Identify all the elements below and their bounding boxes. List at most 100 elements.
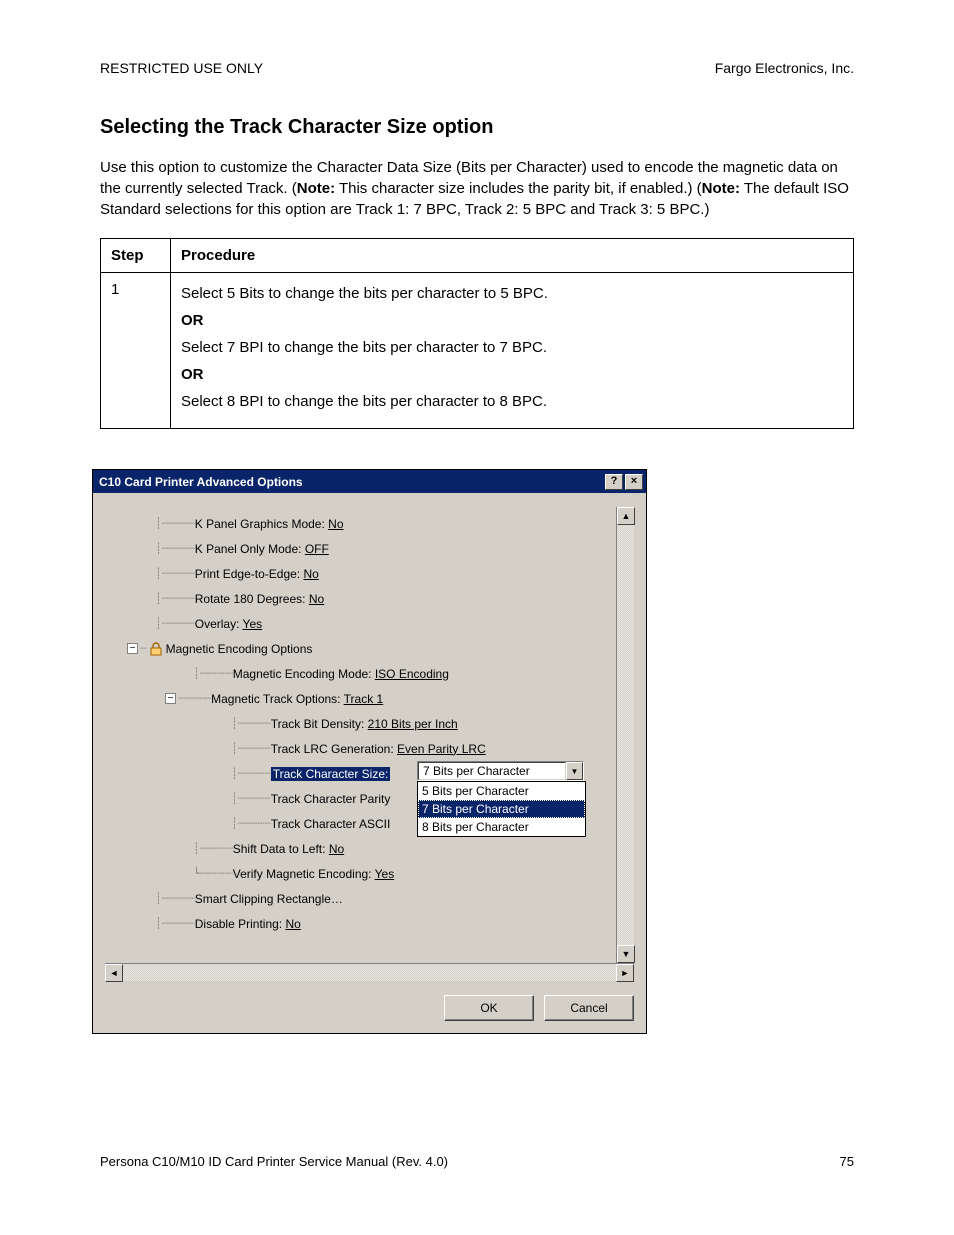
tree-connector: ┊┈┈┈┈┈ (105, 517, 195, 530)
tree-item-overlay[interactable]: ┊┈┈┈┈┈ Overlay: Yes (105, 611, 616, 636)
tree-label: Smart Clipping Rectangle… (195, 892, 343, 906)
character-size-dropdown: 5 Bits per Character 7 Bits per Characte… (417, 781, 586, 837)
horizontal-scrollbar[interactable]: ◄ ► (105, 963, 634, 981)
footer-left: Persona C10/M10 ID Card Printer Service … (100, 1154, 448, 1169)
dropdown-option-7bits[interactable]: 7 Bits per Character (418, 800, 585, 818)
tree-label: Track LRC Generation: Even Parity LRC (271, 742, 486, 756)
help-button[interactable]: ? (605, 474, 623, 490)
close-icon: × (631, 476, 637, 487)
tree-connector: └┈┈┈┈┈ (105, 867, 233, 880)
advanced-options-dialog: C10 Card Printer Advanced Options ? × ┊┈… (92, 469, 647, 1034)
tree-item-k-panel-graphics[interactable]: ┊┈┈┈┈┈ K Panel Graphics Mode: No (105, 511, 616, 536)
tree-connector: ┊┈┈┈┈┈ (105, 542, 195, 555)
or-2: OR (181, 366, 843, 383)
tree-item-print-edge[interactable]: ┊┈┈┈┈┈ Print Edge-to-Edge: No (105, 561, 616, 586)
tree-item-magnetic-encoding-mode[interactable]: ┊┈┈┈┈┈ Magnetic Encoding Mode: ISO Encod… (105, 661, 616, 686)
tree-label: Overlay: Yes (195, 617, 262, 631)
note1-text: This character size includes the parity … (335, 180, 702, 197)
tree-label: Shift Data to Left: No (233, 842, 344, 856)
procedure-cell: Select 5 Bits to change the bits per cha… (171, 273, 854, 429)
tree-label: K Panel Only Mode: OFF (195, 542, 329, 556)
proc-line-3: Select 8 BPI to change the bits per char… (181, 393, 843, 410)
tree-label: Rotate 180 Degrees: No (195, 592, 324, 606)
tree-connector: ┊┈┈┈┈┈ (105, 667, 233, 680)
dropdown-option-5bits[interactable]: 5 Bits per Character (418, 782, 585, 800)
chevron-down-icon[interactable]: ▼ (566, 762, 583, 780)
intro-paragraph: Use this option to customize the Charact… (100, 157, 854, 220)
doc-header: RESTRICTED USE ONLY Fargo Electronics, I… (100, 60, 854, 76)
col-procedure: Procedure (171, 239, 854, 273)
header-right: Fargo Electronics, Inc. (715, 60, 854, 76)
scroll-up-icon[interactable]: ▲ (617, 507, 635, 525)
lock-icon (149, 641, 164, 656)
tree-item-disable-printing[interactable]: ┊┈┈┈┈┈ Disable Printing: No (105, 911, 616, 936)
tree-connector: ┊┈┈┈┈┈ (105, 817, 271, 830)
tree-connector: ┈┈┈┈┈ (178, 692, 211, 705)
titlebar[interactable]: C10 Card Printer Advanced Options ? × (93, 470, 646, 493)
dialog-body: ┊┈┈┈┈┈ K Panel Graphics Mode: No ┊┈┈┈┈┈ … (93, 493, 646, 1033)
page-number: 75 (840, 1154, 854, 1169)
tree-connector: ┊┈┈┈┈┈ (105, 717, 271, 730)
tree-item-magnetic-encoding-options[interactable]: − ┈ Magnetic Encoding Options (105, 636, 616, 661)
procedure-table: Step Procedure 1 Select 5 Bits to change… (100, 238, 854, 429)
tree-item-shift-data-left[interactable]: ┊┈┈┈┈┈ Shift Data to Left: No (105, 836, 616, 861)
header-left: RESTRICTED USE ONLY (100, 60, 263, 76)
proc-line-2: Select 7 BPI to change the bits per char… (181, 339, 843, 356)
tree-connector: ┊┈┈┈┈┈ (105, 567, 195, 580)
tree-item-rotate-180[interactable]: ┊┈┈┈┈┈ Rotate 180 Degrees: No (105, 586, 616, 611)
tree-label: Track Character Parity (271, 792, 391, 806)
tree-label: Disable Printing: No (195, 917, 301, 931)
table-row: 1 Select 5 Bits to change the bits per c… (101, 273, 854, 429)
section-title: Selecting the Track Character Size optio… (100, 116, 854, 139)
tree-connector: ┊┈┈┈┈┈ (105, 792, 271, 805)
tree-connector: ┊┈┈┈┈┈ (105, 742, 271, 755)
tree-item-smart-clipping[interactable]: ┊┈┈┈┈┈ Smart Clipping Rectangle… (105, 886, 616, 911)
tree-item-k-panel-only[interactable]: ┊┈┈┈┈┈ K Panel Only Mode: OFF (105, 536, 616, 561)
scroll-right-icon[interactable]: ► (616, 964, 634, 982)
expander-minus-icon[interactable]: − (165, 693, 176, 704)
cancel-button[interactable]: Cancel (544, 995, 634, 1021)
expander-minus-icon[interactable]: − (127, 643, 138, 654)
proc-line-1: Select 5 Bits to change the bits per cha… (181, 285, 843, 302)
tree-connector: ┊┈┈┈┈┈ (105, 892, 195, 905)
tree-label: Magnetic Encoding Options (166, 642, 313, 656)
tree-item-track-bit-density[interactable]: ┊┈┈┈┈┈ Track Bit Density: 210 Bits per I… (105, 711, 616, 736)
tree-label: Magnetic Encoding Mode: ISO Encoding (233, 667, 449, 681)
ok-button[interactable]: OK (444, 995, 534, 1021)
page-footer: Persona C10/M10 ID Card Printer Service … (100, 1154, 854, 1169)
tree-label: Track Bit Density: 210 Bits per Inch (271, 717, 458, 731)
or-1: OR (181, 312, 843, 329)
help-icon: ? (611, 476, 618, 487)
note2-label: Note: (702, 180, 740, 197)
dropdown-option-8bits[interactable]: 8 Bits per Character (418, 818, 585, 836)
scroll-track[interactable] (123, 964, 616, 981)
scroll-left-icon[interactable]: ◄ (105, 964, 123, 982)
vertical-scrollbar[interactable]: ▲ ▼ (616, 507, 634, 963)
tree-item-magnetic-track-options[interactable]: − ┈┈┈┈┈ Magnetic Track Options: Track 1 (105, 686, 616, 711)
dialog-buttons: OK Cancel (105, 981, 634, 1021)
tree-item-track-character-size[interactable]: ┊┈┈┈┈┈ Track Character Size: 7 Bits per … (105, 761, 616, 786)
table-header-row: Step Procedure (101, 239, 854, 273)
close-button[interactable]: × (625, 474, 643, 490)
character-size-combo[interactable]: 7 Bits per Character ▼ (417, 761, 584, 781)
scroll-down-icon[interactable]: ▼ (617, 945, 635, 963)
tree-label: K Panel Graphics Mode: No (195, 517, 344, 531)
tree-label: Verify Magnetic Encoding: Yes (233, 867, 394, 881)
tree-connector: ┊┈┈┈┈┈ (105, 592, 195, 605)
tree-label: Magnetic Track Options: Track 1 (211, 692, 383, 706)
note1-label: Note: (297, 180, 335, 197)
combo-value: 7 Bits per Character (418, 762, 566, 780)
options-tree[interactable]: ┊┈┈┈┈┈ K Panel Graphics Mode: No ┊┈┈┈┈┈ … (105, 507, 616, 963)
tree-connector: ┊┈┈┈┈┈ (105, 917, 195, 930)
titlebar-text: C10 Card Printer Advanced Options (99, 475, 603, 489)
tree-label: Print Edge-to-Edge: No (195, 567, 319, 581)
scroll-track[interactable] (617, 525, 634, 945)
tree-connector: ┊┈┈┈┈┈ (105, 617, 195, 630)
tree-label: Track Character Size: (271, 767, 391, 781)
step-number: 1 (101, 273, 171, 429)
tree-connector: ┊┈┈┈┈┈ (105, 767, 271, 780)
tree-item-track-lrc-generation[interactable]: ┊┈┈┈┈┈ Track LRC Generation: Even Parity… (105, 736, 616, 761)
tree-item-verify-magnetic[interactable]: └┈┈┈┈┈ Verify Magnetic Encoding: Yes (105, 861, 616, 886)
tree-connector: ┈ (140, 642, 147, 655)
tree-label: Track Character ASCII (271, 817, 391, 831)
